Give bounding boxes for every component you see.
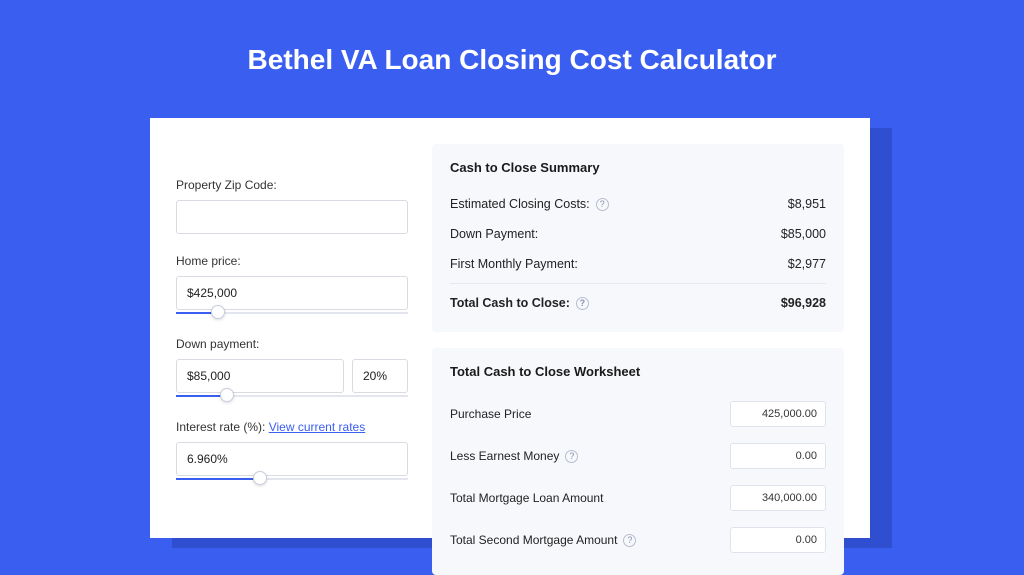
home-price-field: Home price: [176,254,408,317]
summary-row-label: Estimated Closing Costs: [450,197,590,211]
down-payment-pct-input[interactable] [352,359,408,393]
worksheet-row: Less Earnest Money? 0.00 [450,435,826,477]
summary-row-label: Down Payment: [450,227,538,241]
worksheet-panel: Total Cash to Close Worksheet Purchase P… [432,348,844,575]
interest-rate-input[interactable] [176,442,408,476]
summary-row-label: First Monthly Payment: [450,257,578,271]
worksheet-row-label: Purchase Price [450,407,531,421]
help-icon[interactable]: ? [565,450,578,463]
worksheet-row-value[interactable]: 340,000.00 [730,485,826,511]
slider-thumb[interactable] [211,305,225,319]
down-payment-input[interactable] [176,359,344,393]
summary-panel: Cash to Close Summary Estimated Closing … [432,144,844,332]
worksheet-row-label: Total Mortgage Loan Amount [450,491,603,505]
home-price-input[interactable] [176,276,408,310]
down-payment-field: Down payment: [176,337,408,400]
worksheet-row-label: Less Earnest Money [450,449,559,463]
summary-total-label: Total Cash to Close: [450,296,570,310]
zip-field: Property Zip Code: [176,178,408,234]
summary-row: Estimated Closing Costs:? $8,951 [450,189,826,219]
interest-rate-field: Interest rate (%): View current rates [176,420,408,483]
help-icon[interactable]: ? [576,297,589,310]
slider-thumb[interactable] [253,471,267,485]
interest-rate-slider[interactable] [176,475,408,483]
summary-row-value: $8,951 [788,197,826,211]
slider-fill [176,478,260,480]
home-price-slider[interactable] [176,309,408,317]
summary-row-value: $85,000 [781,227,826,241]
summary-row-value: $2,977 [788,257,826,271]
worksheet-row-value[interactable]: 425,000.00 [730,401,826,427]
down-payment-label: Down payment: [176,337,408,351]
interest-rate-label-text: Interest rate (%): [176,420,265,434]
zip-input[interactable] [176,200,408,234]
worksheet-row: Total Second Mortgage Amount? 0.00 [450,519,826,561]
form-column: Property Zip Code: Home price: Down paym… [176,144,408,538]
summary-row: Down Payment: $85,000 [450,219,826,249]
zip-label: Property Zip Code: [176,178,408,192]
worksheet-row-label: Total Second Mortgage Amount [450,533,617,547]
calculator-card: Property Zip Code: Home price: Down paym… [150,118,870,538]
worksheet-row: Purchase Price 425,000.00 [450,393,826,435]
slider-thumb[interactable] [220,388,234,402]
help-icon[interactable]: ? [623,534,636,547]
summary-total-value: $96,928 [781,296,826,310]
view-rates-link[interactable]: View current rates [269,420,366,434]
worksheet-title: Total Cash to Close Worksheet [450,364,826,379]
summary-total-row: Total Cash to Close: ? $96,928 [450,283,826,318]
summary-row: First Monthly Payment: $2,977 [450,249,826,279]
home-price-label: Home price: [176,254,408,268]
page-title: Bethel VA Loan Closing Cost Calculator [0,0,1024,104]
results-column: Cash to Close Summary Estimated Closing … [432,144,844,538]
summary-title: Cash to Close Summary [450,160,826,175]
worksheet-row-value[interactable]: 0.00 [730,527,826,553]
help-icon[interactable]: ? [596,198,609,211]
worksheet-row: Total Mortgage Loan Amount 340,000.00 [450,477,826,519]
down-payment-slider[interactable] [176,392,408,400]
interest-rate-label: Interest rate (%): View current rates [176,420,408,434]
worksheet-row-value[interactable]: 0.00 [730,443,826,469]
